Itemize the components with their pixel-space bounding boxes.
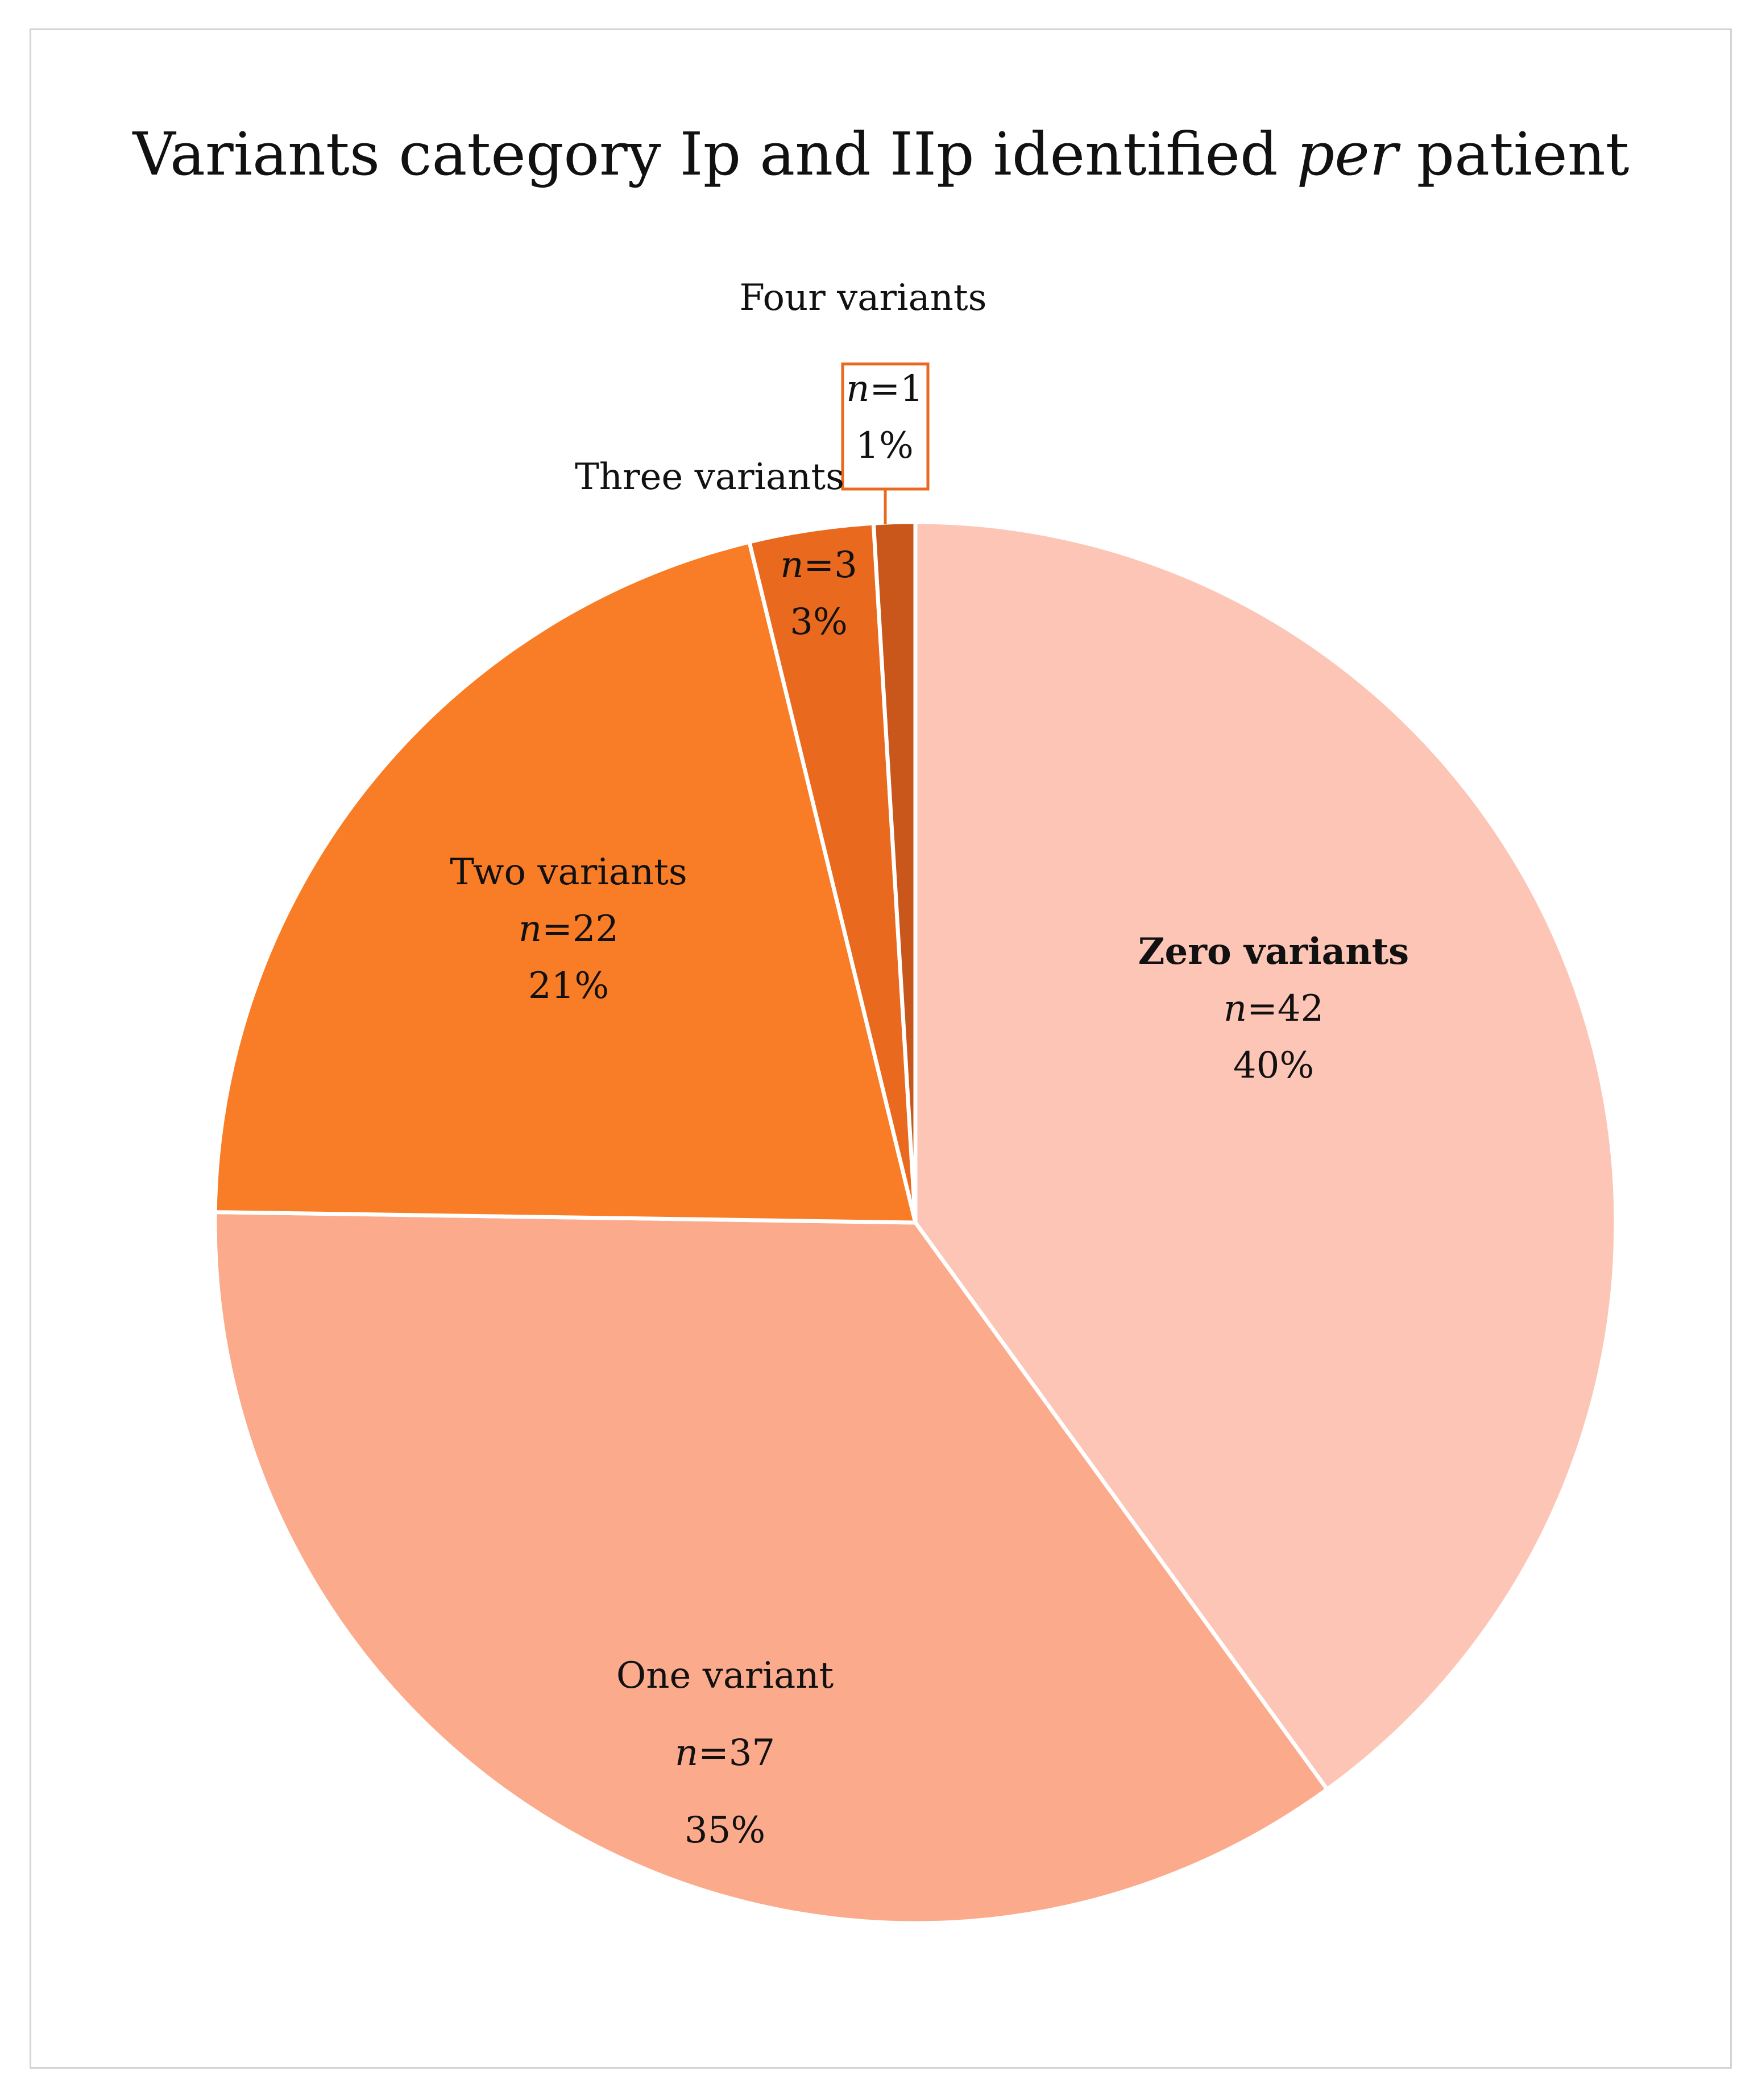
chart-title: Variants category Ip and IIp identified … (132, 119, 1630, 189)
label-percent-zero-variants: 40% (1233, 1045, 1314, 1087)
label-name-four-variants: Four variants (740, 277, 987, 319)
label-name-two-variants: Two variants (450, 851, 687, 893)
label-count-zero-variants: n=42 (1224, 988, 1324, 1030)
label-name-one-variant: One variant (616, 1655, 834, 1697)
label-percent-four-variants: 1% (856, 425, 914, 467)
label-count-one-variant: n=37 (675, 1732, 775, 1774)
label-percent-three-variants: 3% (790, 601, 848, 643)
label-percent-one-variant: 35% (685, 1809, 765, 1852)
label-name-zero-variants: Zero variants (1138, 930, 1409, 973)
label-count-three-variants: n=3 (780, 544, 857, 586)
label-count-four-variants: n=1 (846, 368, 923, 410)
label-percent-two-variants: 21% (528, 965, 609, 1007)
label-count-two-variants: n=22 (519, 908, 619, 950)
pie-slice-four-variants (871, 520, 918, 1223)
pie-slice-two-variants (213, 539, 918, 1225)
pie-slice-one-variant (213, 1210, 1330, 1925)
label-name-three-variants: Three variants (575, 456, 844, 498)
pie-slice-zero-variants (913, 520, 1618, 1792)
